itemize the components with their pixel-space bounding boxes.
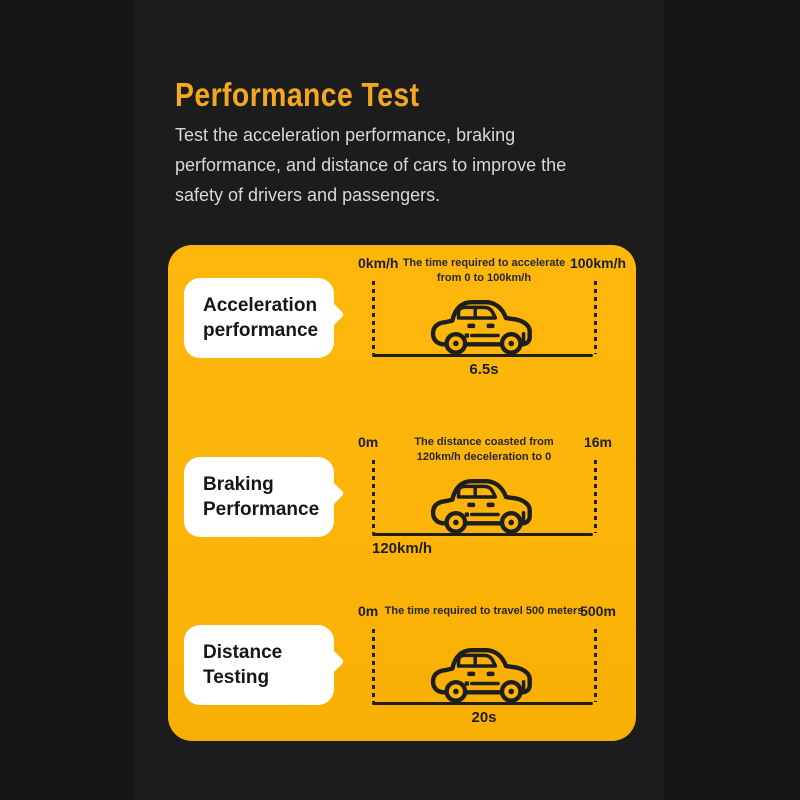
bubble-label-line: Distance	[203, 642, 283, 663]
car-icon	[426, 642, 542, 704]
car-icon	[426, 294, 542, 356]
bubble-label-line: Testing	[203, 667, 270, 688]
end-value-label: 500m	[580, 603, 616, 619]
track-baseline	[372, 702, 593, 705]
diagram-description: The distance coasted from 120km/h decele…	[414, 435, 553, 465]
diagram-description: The time required to travel 500 meters	[385, 604, 584, 619]
result-value: 120km/h	[372, 540, 433, 557]
acceleration-diagram: 0km/h The time required to accelerate fr…	[358, 255, 630, 385]
braking-diagram: 0m The distance coasted from 120km/h dec…	[358, 434, 630, 564]
dotted-line-start	[372, 460, 375, 533]
end-value-label: 100km/h	[569, 255, 627, 271]
page-description: Test the acceleration performance, braki…	[175, 125, 567, 205]
description-line: The distance coasted from	[414, 436, 554, 448]
bubble-label-line: performance	[203, 320, 319, 341]
dotted-line-end	[594, 629, 597, 702]
track-baseline	[372, 354, 593, 357]
dotted-line-end	[594, 281, 597, 354]
description-line: from 0 to 100km/h	[436, 272, 532, 284]
label-bubble-distance: Distance Testing	[184, 625, 345, 705]
page-title: Performance Test	[175, 76, 420, 113]
track-baseline	[372, 533, 593, 536]
description-line: 120km/h deceleration to 0	[416, 451, 552, 463]
dotted-line-start	[372, 629, 375, 702]
diagram-description: The time required to accelerate from 0 t…	[403, 256, 566, 286]
dotted-line-start	[372, 281, 375, 354]
dotted-line-end	[594, 460, 597, 533]
bubble-label-line: Acceleration	[203, 295, 318, 316]
bubble-label-line: Braking	[203, 474, 274, 495]
label-bubble-acceleration: Acceleration performance	[184, 278, 345, 358]
description-line: The time required to travel 500 meters	[384, 605, 584, 617]
start-value-label: 0km/h	[358, 255, 399, 271]
start-value-label: 0m	[358, 434, 379, 450]
label-bubble-braking: Braking Performance	[184, 457, 345, 537]
start-value-label: 0m	[358, 603, 379, 619]
description-line: The time required to accelerate	[402, 257, 566, 269]
result-value: 20s	[471, 709, 497, 726]
car-icon	[426, 473, 542, 535]
result-value: 6.5s	[469, 361, 499, 378]
bubble-label-line: Performance	[203, 499, 320, 520]
end-value-label: 16m	[583, 434, 613, 450]
performance-test-card: Acceleration performance 0km/h The time …	[168, 245, 636, 741]
distance-diagram: 0m The time required to travel 500 meter…	[358, 603, 630, 733]
